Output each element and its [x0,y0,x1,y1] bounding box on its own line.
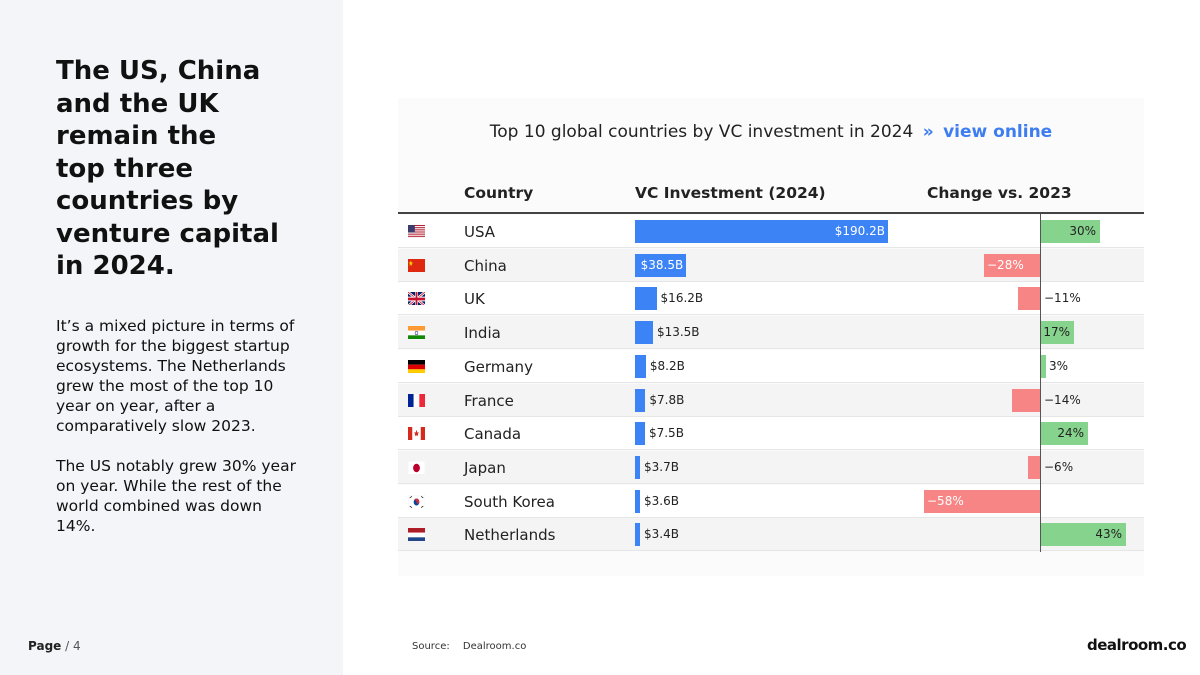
country-name: UK [464,290,485,309]
investment-label: $3.4B [644,527,679,542]
table-row: China $38.5B −28% [398,248,1144,282]
investment-bar [635,220,888,243]
investment-label: $13.5B [656,325,700,340]
body-paragraph-2: The US notably grew 30% year on year. Wh… [56,457,296,535]
change-bar [1040,354,1046,378]
investment-label: $7.8B [649,392,685,407]
investment-bar [635,523,640,547]
change-label: −6% [1044,459,1074,474]
investment-label: $3.7B [644,459,679,474]
investment-bar [635,422,645,446]
column-header-country: Country [464,184,534,202]
country-name: Germany [464,357,533,376]
table-row: Germany $8.2B 3% [398,349,1144,383]
chevron-double-right-icon: » [922,122,934,142]
header-rule [398,212,1144,214]
investment-label: $16.2B [660,291,704,306]
change-label: 3% [1049,358,1069,373]
investment-label: $38.5B [640,257,684,272]
source-note: Source: Dealroom.co [412,641,526,652]
japan-flag-icon [408,460,425,474]
headline-line: countries by [56,186,239,216]
view-online-link[interactable]: view online [943,122,1053,142]
brand-logo: dealroom.co [1087,636,1187,654]
investment-label: $190.2B [834,224,885,238]
uk-flag-icon [408,291,425,306]
headline-line: remain the [56,121,217,151]
change-label: 43% [1095,527,1122,542]
investment-label: $8.2B [649,358,685,373]
change-bar [1018,287,1040,311]
headline: The US, China and the UK remain the top … [56,55,296,283]
south-korea-flag-icon [408,494,425,508]
investment-label: $3.6B [644,493,679,508]
country-name: Canada [464,425,522,444]
table-row: Japan $3.7B −6% [398,450,1144,484]
source-label: Source: [412,641,450,652]
change-bar [1040,321,1074,345]
change-label: 17% [1043,325,1070,340]
investment-bar [635,287,657,311]
change-label: 24% [1057,426,1084,441]
chart-title-row: Top 10 global countries by VC investment… [398,122,1144,142]
country-name: Netherlands [464,526,556,545]
country-name: France [464,391,514,410]
china-flag-icon [408,258,425,272]
page-indicator: Page / 4 [28,639,81,653]
change-label: −11% [1044,291,1081,306]
investment-bar [635,388,646,412]
investment-label: $7.5B [648,426,684,441]
headline-line: in 2024. [56,251,175,281]
change-zero-line [1040,214,1041,552]
headline-line: The US, China [56,56,261,86]
table-row: India $13.5B 17% [398,316,1144,350]
table-row: France $7.8B −14% [398,383,1144,417]
change-label: −58% [927,493,964,508]
germany-flag-icon [408,359,425,373]
change-label: −14% [1044,392,1081,407]
table-row: UK $16.2B −11% [398,282,1144,316]
country-name: China [464,256,507,275]
india-flag-icon [408,325,425,340]
us-flag-icon [408,224,425,238]
chart-title: Top 10 global countries by VC investment… [489,122,914,142]
change-bar [984,253,1040,277]
investment-bar [635,489,640,513]
page-number: / 4 [65,639,81,653]
page-label: Page [28,639,62,653]
change-bar [1040,523,1126,547]
change-label: 30% [1069,224,1096,238]
table-row: South Korea $3.6B −58% [398,484,1144,518]
change-bar [1040,422,1088,446]
table-row: Canada $7.5B 24% [398,417,1144,451]
body-paragraph-1: It’s a mixed picture in terms of growth … [56,317,295,435]
left-panel [0,0,343,675]
canada-flag-icon [408,426,425,441]
table-row: USA $190.2B 30% [398,215,1144,248]
column-header-investment: VC Investment (2024) [635,184,826,202]
france-flag-icon [408,393,425,407]
netherlands-flag-icon [408,527,425,542]
change-bar [1028,455,1040,479]
headline-line: and the UK [56,88,219,119]
headline-line: venture capital [56,218,279,249]
source-value: Dealroom.co [462,641,527,652]
country-name: South Korea [464,492,555,511]
country-name: India [464,324,501,343]
column-header-change: Change vs. 2023 [927,184,1072,202]
investment-bar [635,354,646,378]
headline-line: top three [56,153,193,184]
investment-bar [635,253,687,277]
change-label: −28% [987,257,1024,272]
country-name: USA [464,223,496,241]
table-row: Netherlands $3.4B 43% [398,518,1144,552]
investment-bar [635,455,640,479]
change-bar [1012,388,1040,412]
investment-bar [635,321,653,345]
change-bar [924,489,1040,513]
change-bar [1040,220,1100,243]
country-name: Japan [464,458,506,477]
